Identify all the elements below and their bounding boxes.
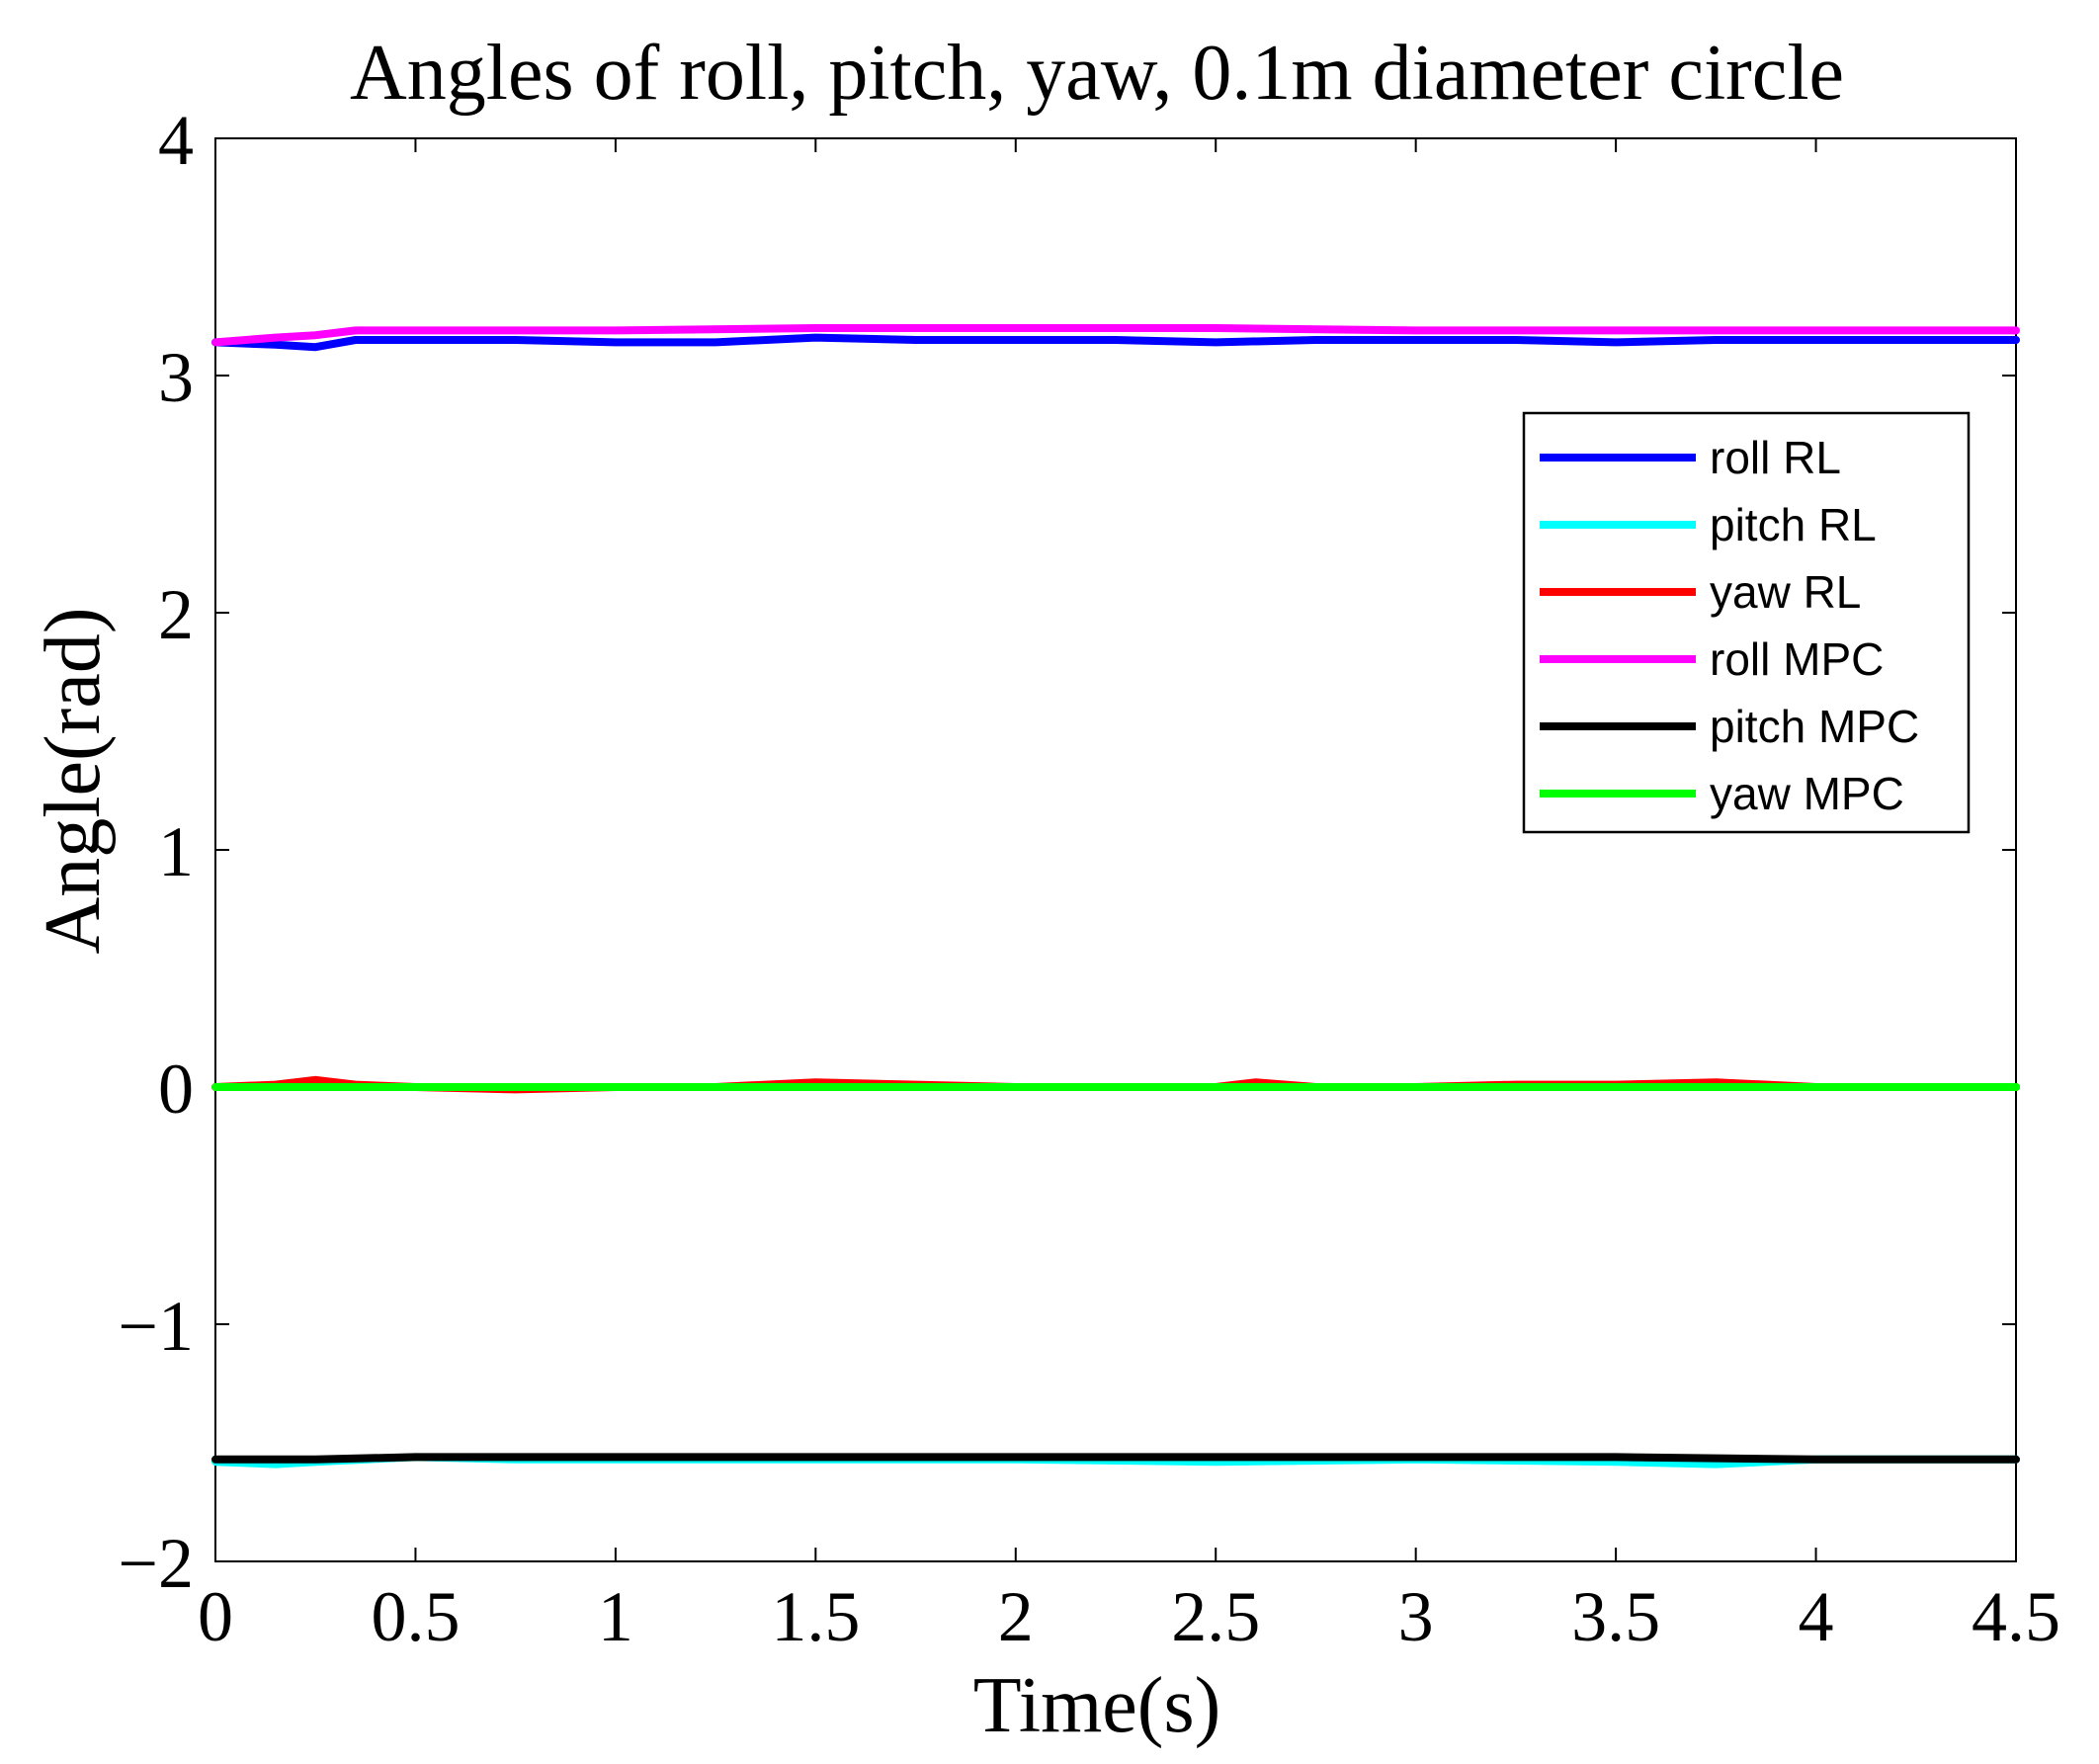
legend-box [1522,411,1971,834]
x-tick-label: 4.5 [1972,1577,2060,1656]
x-tick-label: 0 [198,1577,233,1656]
legend-label: pitch RL [1710,499,1877,550]
y-tick-labels: −2 −1 0 1 2 3 4 [118,101,194,1603]
x-tick-label: 2 [998,1577,1034,1656]
legend-label: yaw RL [1710,566,1861,618]
x-tick-label: 3 [1398,1577,1434,1656]
y-tick-label: 2 [158,575,194,654]
y-tick-label: −1 [118,1287,194,1366]
y-tick-label: 1 [158,812,194,891]
legend-items: roll RL pitch RL yaw RL roll MPC pitch MPC ya… [1540,432,1919,819]
x-tick-labels: 0 0.5 1 1.5 2 2.5 3 3.5 4 4.5 [198,1577,2060,1656]
x-axis-label: Time(s) [973,1662,1220,1749]
y-tick-label: −2 [118,1524,194,1603]
y-axis-label: Angle(rad) [30,608,117,955]
plot-area [211,137,2020,1562]
y-tick-label: 0 [158,1050,194,1129]
x-tick-label: 2.5 [1171,1577,1260,1656]
series-line-roll-rl [211,333,2020,352]
series-line-roll-mpc [211,324,2020,347]
x-tick-label: 3.5 [1571,1577,1660,1656]
y-tick-label: 4 [158,101,194,180]
axes-box [214,137,2017,1562]
legend-label: roll MPC [1710,633,1884,685]
legend-label: roll RL [1710,432,1841,483]
legend-label: pitch MPC [1710,701,1919,752]
legend-label: yaw MPC [1710,768,1904,819]
x-tick-label: 1.5 [771,1577,860,1656]
chart-title: Angles of roll, pitch, yaw, 0.1m diamete… [350,30,1844,117]
legend: roll RL pitch RL yaw RL roll MPC pitch MPC ya… [1522,411,1971,834]
series-line-pitch-mpc [211,1453,2020,1464]
y-tick-label: 3 [158,338,194,417]
x-tick-label: 0.5 [371,1577,460,1656]
x-tick-label: 1 [598,1577,633,1656]
x-tick-label: 4 [1799,1577,1834,1656]
series-layer [211,324,2020,1469]
